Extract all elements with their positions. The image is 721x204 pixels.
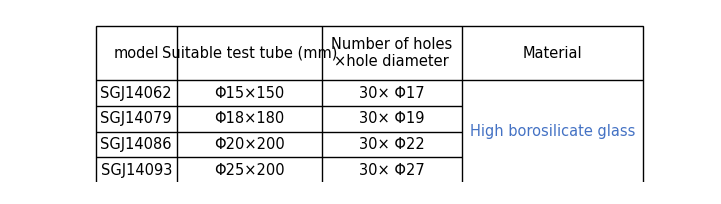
Text: Suitable test tube (mm): Suitable test tube (mm) [162, 46, 337, 61]
Text: Φ25×200: Φ25×200 [214, 163, 285, 178]
Text: Number of holes
×hole diameter: Number of holes ×hole diameter [331, 37, 452, 69]
Text: SGJ14093: SGJ14093 [100, 163, 172, 178]
Text: High borosilicate glass: High borosilicate glass [469, 124, 635, 139]
Text: 30× Φ17: 30× Φ17 [359, 86, 425, 101]
Text: SGJ14086: SGJ14086 [100, 137, 172, 152]
Text: 30× Φ19: 30× Φ19 [359, 111, 425, 126]
Text: Material: Material [523, 46, 583, 61]
Text: Φ20×200: Φ20×200 [214, 137, 285, 152]
Text: SGJ14062: SGJ14062 [100, 86, 172, 101]
Text: model: model [113, 46, 159, 61]
Text: Φ15×150: Φ15×150 [214, 86, 285, 101]
Text: 30× Φ27: 30× Φ27 [359, 163, 425, 178]
Text: 30× Φ22: 30× Φ22 [359, 137, 425, 152]
Text: Φ18×180: Φ18×180 [214, 111, 285, 126]
Text: SGJ14079: SGJ14079 [100, 111, 172, 126]
